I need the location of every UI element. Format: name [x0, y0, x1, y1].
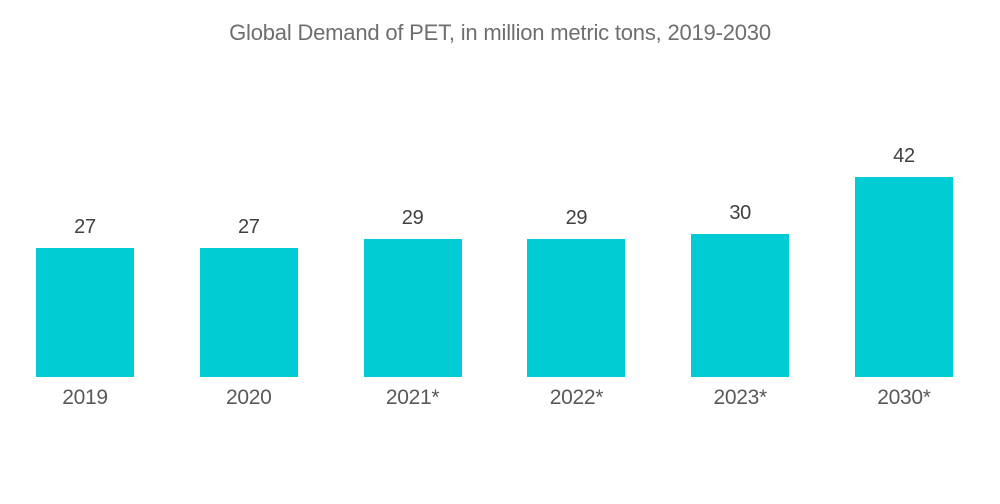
- bar-value-label: 29: [401, 207, 424, 229]
- bar: [363, 239, 462, 377]
- bar: [36, 248, 134, 377]
- bar-value-label: 30: [729, 202, 752, 224]
- x-axis-label: 2020: [226, 386, 272, 409]
- bar-value-label: 27: [74, 216, 96, 238]
- chart-title: Global Demand of PET, in million metric …: [229, 20, 771, 45]
- bar-column: 27 2020: [199, 216, 298, 412]
- bar-column: 30 2023*: [691, 202, 790, 412]
- x-axis-label: 2022*: [549, 386, 604, 409]
- bar-value-label: 27: [237, 216, 260, 238]
- bar: [199, 248, 298, 377]
- x-axis-label: 2021*: [385, 386, 440, 409]
- bar-column: 42 2030*: [854, 145, 953, 412]
- bar: [527, 239, 626, 377]
- bar: [854, 177, 953, 377]
- bar-value-label: 29: [565, 207, 588, 229]
- bar-column: 27 2019: [36, 216, 134, 412]
- x-axis-label: 2023*: [713, 386, 767, 409]
- x-axis-label: 2030*: [877, 386, 931, 409]
- bar-column: 29 2021*: [363, 207, 462, 412]
- bar-column: 29 2022*: [527, 207, 626, 412]
- bar: [691, 234, 790, 377]
- x-axis-label: 2019: [62, 386, 108, 409]
- bar-value-label: 42: [893, 145, 915, 167]
- plot-area: 27 2019 27 2020 29 2021* 29 2022* 30 2023* 42 2030*: [36, 0, 953, 412]
